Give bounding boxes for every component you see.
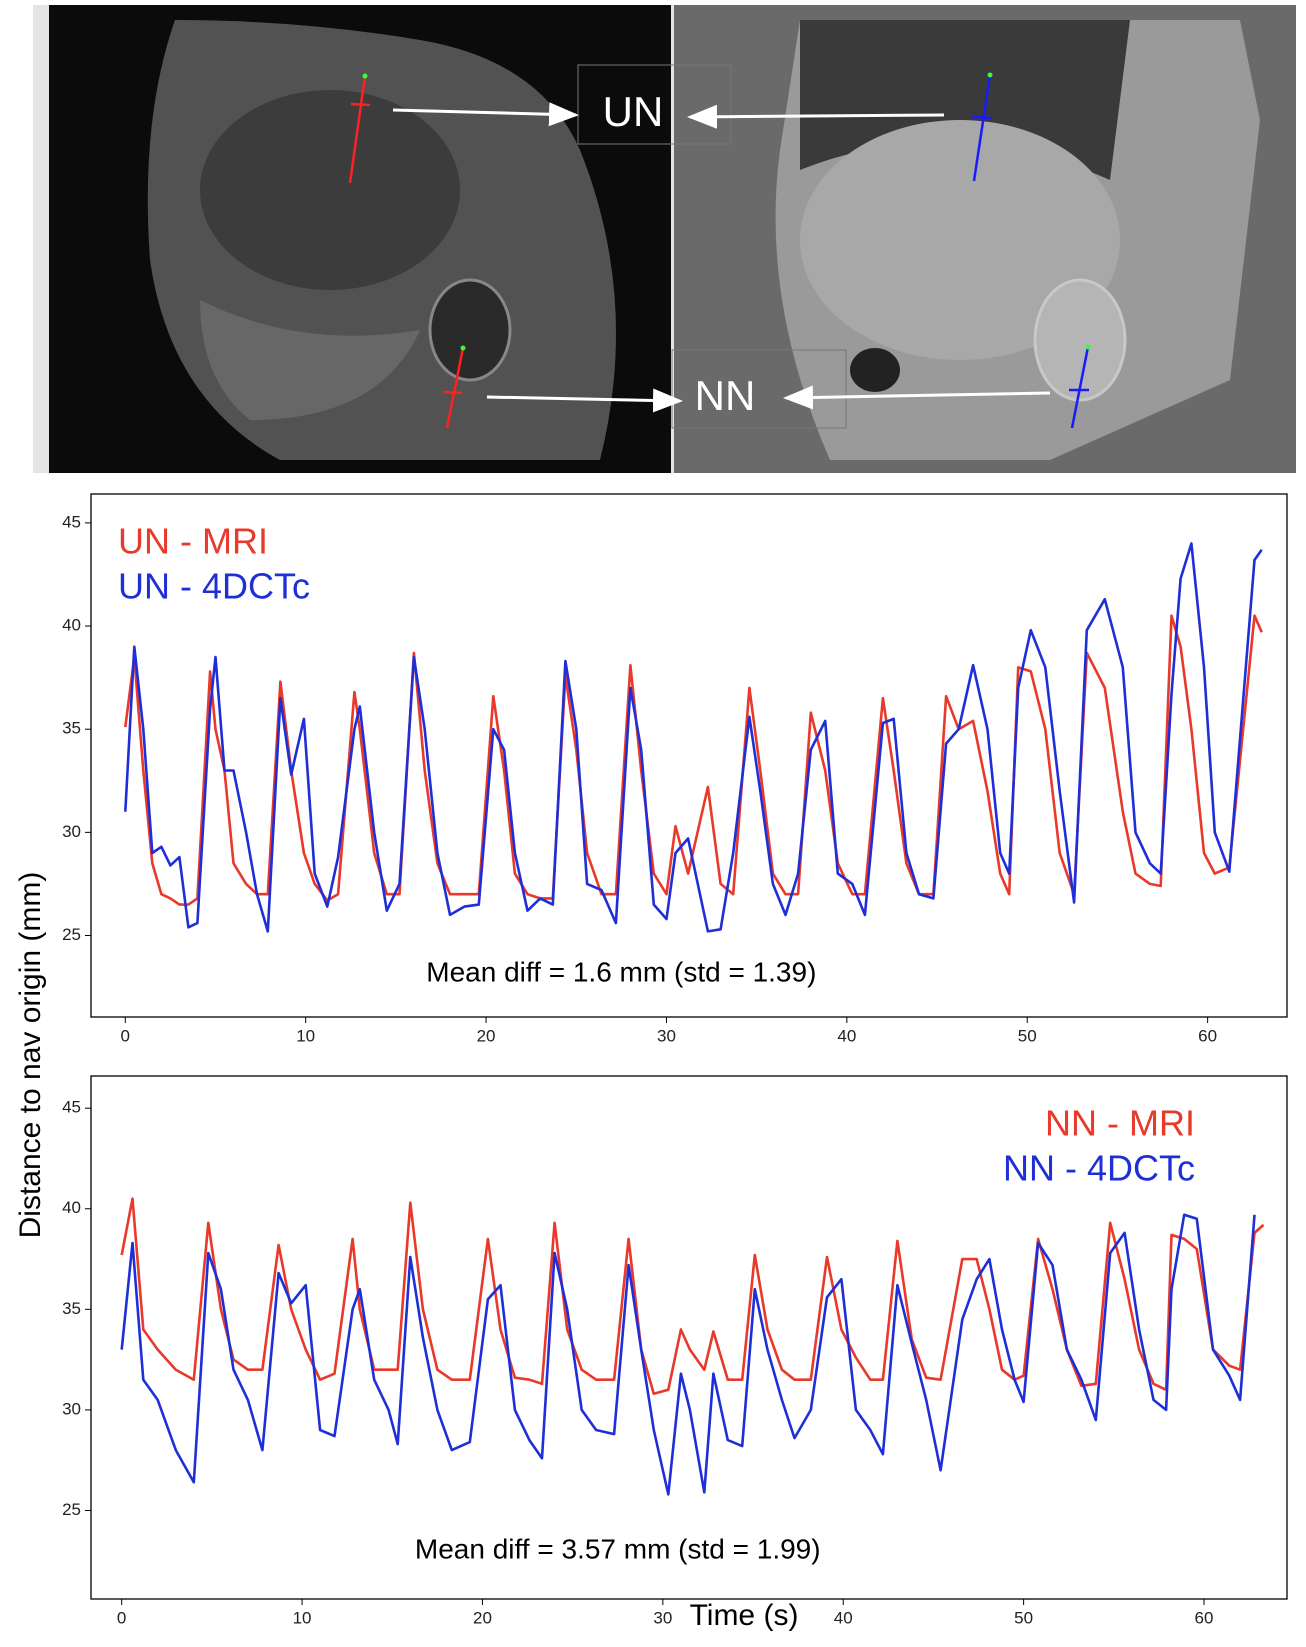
x-tick-label: 0 xyxy=(121,1026,130,1045)
y-tick-label: 30 xyxy=(62,822,81,841)
legend-entry: UN - 4DCTc xyxy=(118,566,310,607)
needle-cross xyxy=(972,117,992,118)
x-tick-label: 10 xyxy=(296,1026,315,1045)
y-tick-label: 25 xyxy=(62,925,81,944)
y-tick-label: 35 xyxy=(62,1299,81,1318)
x-tick-label: 60 xyxy=(1195,1608,1214,1627)
legend-entry: UN - MRI xyxy=(118,521,268,562)
y-tick-label: 25 xyxy=(62,1500,81,1519)
y-tick-label: 30 xyxy=(62,1399,81,1418)
image-panel: UN NN xyxy=(33,5,1296,473)
x-tick-label: 50 xyxy=(1014,1608,1033,1627)
y-tick-label: 45 xyxy=(62,1098,81,1117)
arrow xyxy=(690,115,944,117)
x-tick-label: 0 xyxy=(117,1608,126,1627)
x-tick-label: 30 xyxy=(657,1026,676,1045)
needle-cross xyxy=(443,392,462,393)
mri-liver xyxy=(200,90,460,290)
tip xyxy=(461,346,466,351)
mri-kidney xyxy=(430,280,510,380)
x-tick-label: 30 xyxy=(653,1608,672,1627)
x-tick-label: 40 xyxy=(834,1608,853,1627)
tip xyxy=(1086,345,1091,350)
needle-cross xyxy=(351,104,370,105)
x-axis-label: Time (s) xyxy=(690,1599,799,1632)
y-axis-label: Distance to nav origin (mm) xyxy=(14,872,47,1239)
y-tick-label: 45 xyxy=(62,512,81,531)
y-tick-label: 40 xyxy=(62,616,81,635)
image-label: UN xyxy=(603,88,664,135)
figure: UN NN Distance to nav origin (mm) Time (… xyxy=(0,0,1306,1647)
annotation: Mean diff = 1.6 mm (std = 1.39) xyxy=(426,956,816,987)
x-tick-label: 20 xyxy=(477,1026,496,1045)
image-label: NN xyxy=(695,372,756,419)
annotation: Mean diff = 3.57 mm (std = 1.99) xyxy=(415,1533,821,1564)
y-tick-label: 35 xyxy=(62,719,81,738)
ct-gas xyxy=(850,348,900,392)
page: UN NN Distance to nav origin (mm) Time (… xyxy=(0,0,1306,1647)
x-tick-label: 60 xyxy=(1198,1026,1217,1045)
x-tick-label: 40 xyxy=(837,1026,856,1045)
x-tick-label: 10 xyxy=(293,1608,312,1627)
x-tick-label: 50 xyxy=(1018,1026,1037,1045)
tip xyxy=(988,73,993,78)
legend-entry: NN - 4DCTc xyxy=(1003,1148,1195,1189)
legend-entry: NN - MRI xyxy=(1045,1103,1195,1144)
x-tick-label: 20 xyxy=(473,1608,492,1627)
y-tick-label: 40 xyxy=(62,1198,81,1217)
tip xyxy=(363,74,368,79)
